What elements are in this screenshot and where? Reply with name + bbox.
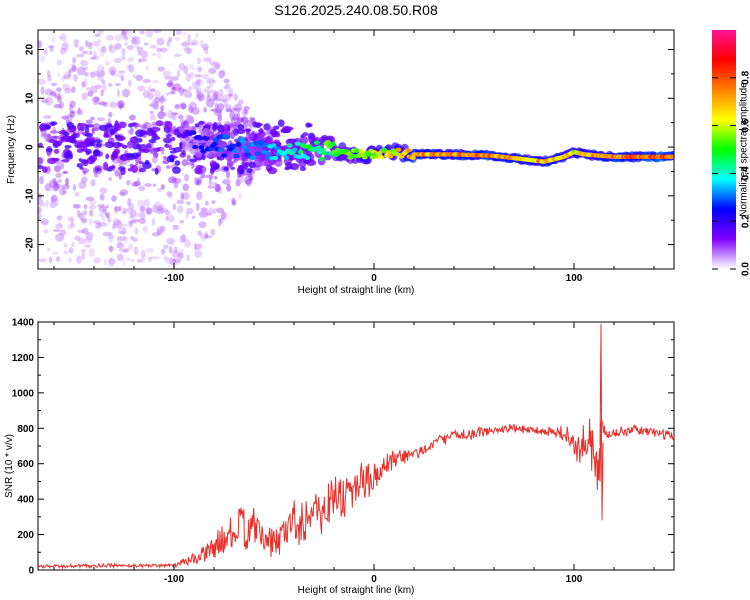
- spectrogram-ytick-label: 20: [25, 44, 36, 56]
- spectrogram-ytick-label: 0: [25, 144, 36, 150]
- colorbar-tick-label: 0.0: [741, 262, 750, 276]
- colorbar-gradient: [712, 30, 736, 269]
- spectrogram-xtick-label: 0: [371, 273, 377, 284]
- snr-xtick-label: 0: [371, 574, 377, 585]
- snr-ytick-label: 1200: [12, 353, 35, 364]
- snr-xlabel: Height of straight line (km): [298, 585, 415, 596]
- colorbar-tick-label: 0.2: [741, 214, 750, 228]
- spectrogram-ytick-label: -20: [25, 237, 36, 252]
- snr-series-spike: [599, 323, 604, 521]
- spectrogram-frame: [37, 29, 675, 270]
- snr-ytick-label: 0: [28, 566, 34, 577]
- snr-ytick-label: 1000: [12, 388, 35, 399]
- spectrogram-xtick-label: 100: [566, 273, 583, 284]
- snr-ytick-label: 600: [17, 459, 34, 470]
- snr-ytick-label: 800: [17, 424, 34, 435]
- snr-series-line: [37, 418, 674, 570]
- spectrogram-ylabel: Frequency (Hz): [6, 115, 17, 184]
- colorbar-tick-label: 0.4: [741, 166, 750, 180]
- spectrogram-ytick-label: -10: [25, 188, 36, 203]
- spectrogram-xlabel: Height of straight line (km): [298, 285, 415, 296]
- snr-plot: -100 0 1000200400600800100012001400Height …: [4, 318, 675, 596]
- snr-xtick-label: 100: [566, 574, 583, 585]
- colorbar-tick-label: 0.6: [741, 118, 750, 132]
- colorbar-tick-label: 0.8: [741, 70, 750, 84]
- spectrogram-blobs: [38, 30, 674, 268]
- colorbar-label: Normalized spectral amplitude: [739, 82, 750, 217]
- snr-ytick-label: 200: [17, 530, 34, 541]
- snr-ylabel: SNR (10 * v/v): [4, 434, 15, 498]
- spectrogram-ytick-label: 10: [25, 92, 36, 104]
- figure-title: S126.2025.240.08.50.R08: [274, 2, 438, 18]
- snr-xtick-label: -100: [164, 574, 184, 585]
- snr-ytick-label: 1400: [12, 318, 35, 329]
- spectrogram-xtick-label: -100: [164, 273, 184, 284]
- snr-ytick-label: 400: [17, 495, 34, 506]
